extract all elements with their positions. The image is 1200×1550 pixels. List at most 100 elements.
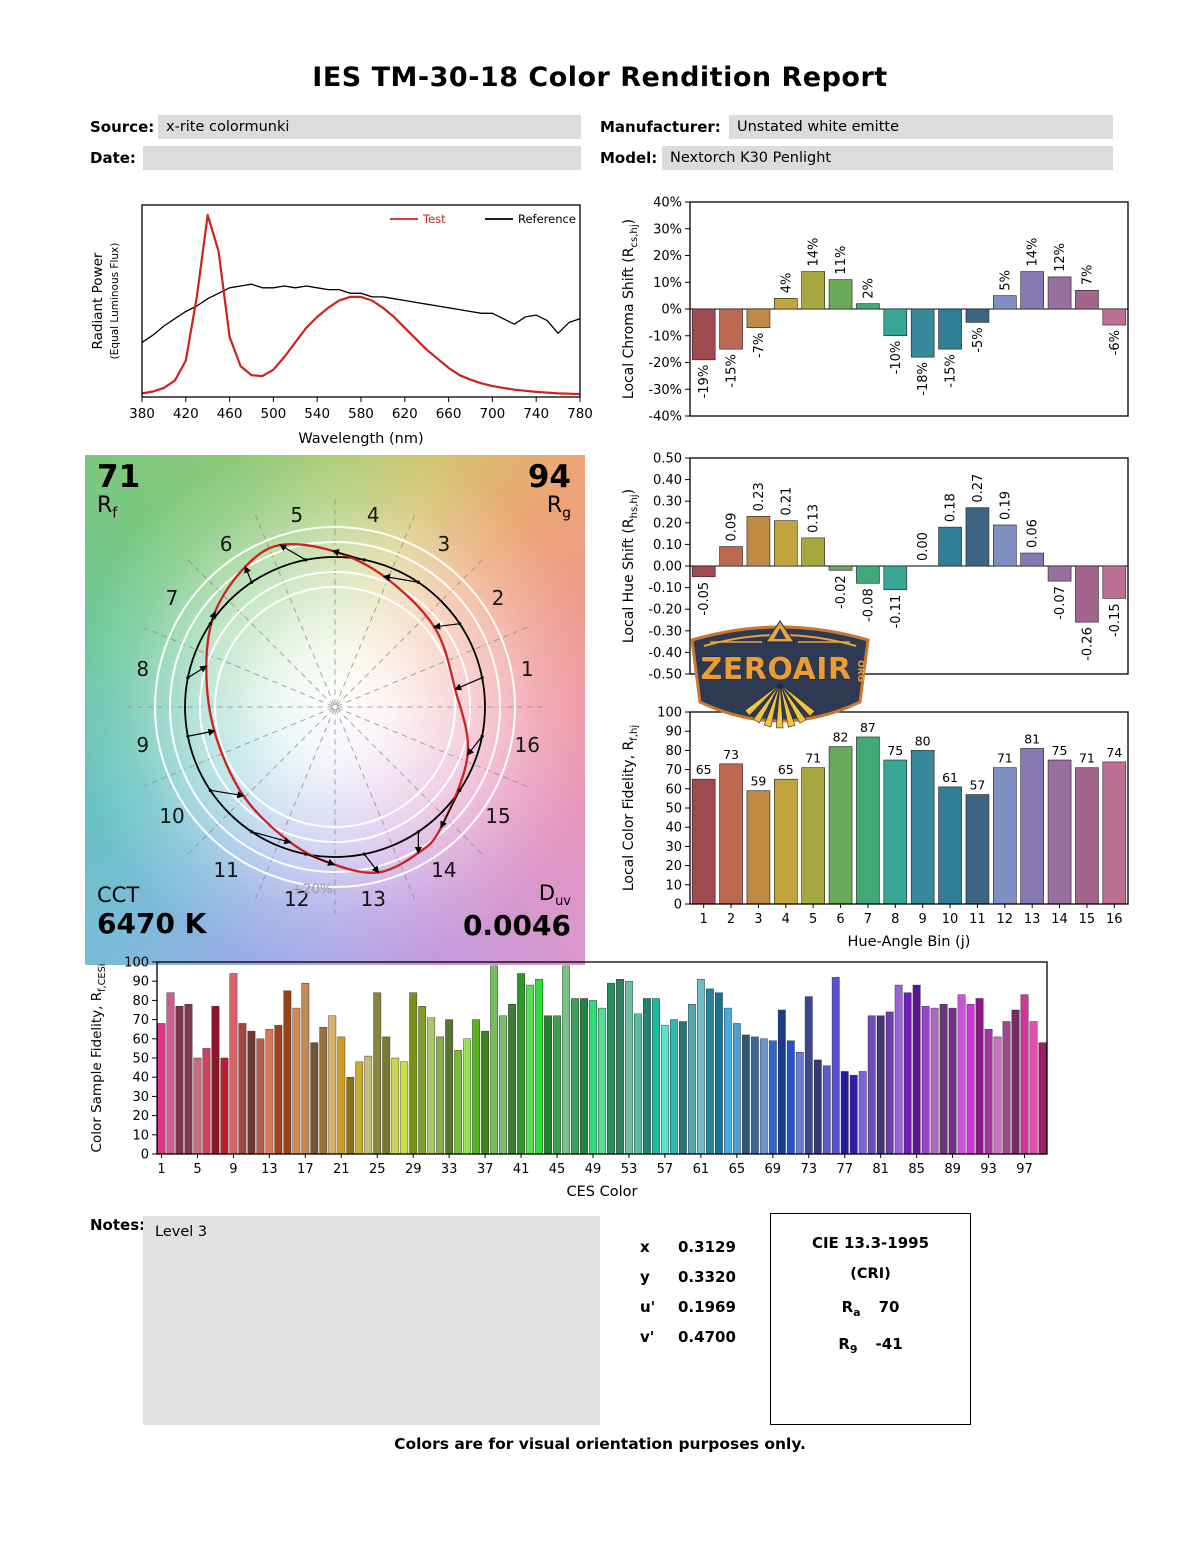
chromaticity-row-u: u' 0.1969 (640, 1298, 736, 1316)
svg-text:580: 580 (348, 406, 374, 422)
svg-text:10: 10 (159, 804, 184, 828)
model-value: Nextorch K30 Penlight (662, 146, 1113, 170)
cct-value: 6470 K (97, 907, 207, 940)
svg-text:-0.05: -0.05 (697, 582, 712, 616)
logo-sunburst-rays (744, 683, 816, 729)
ra-value: 70 (878, 1298, 900, 1316)
svg-text:9: 9 (919, 912, 927, 927)
svg-text:87: 87 (860, 720, 876, 735)
svg-text:37: 37 (477, 1162, 494, 1177)
svg-text:71: 71 (1079, 751, 1095, 766)
svg-text:2: 2 (727, 912, 735, 927)
svg-text:-0.30: -0.30 (648, 624, 682, 639)
rf-score: 71 Rf (97, 461, 140, 521)
source-value: x-rite colormunki (158, 115, 581, 139)
svg-text:8: 8 (891, 912, 899, 927)
svg-text:20: 20 (132, 1109, 149, 1124)
svg-text:0.06: 0.06 (1026, 519, 1041, 548)
svg-text:460: 460 (217, 406, 243, 422)
svg-text:-0.50: -0.50 (648, 668, 682, 683)
chromaticity-row-y: y 0.3320 (640, 1268, 736, 1286)
svg-text:Test: Test (422, 212, 446, 226)
svg-text:3: 3 (438, 532, 451, 556)
r9-label: R9 (838, 1335, 858, 1356)
svg-text:60: 60 (132, 1032, 149, 1047)
svg-text:0.27: 0.27 (971, 474, 986, 503)
cri-box: CIE 13.3-1995 (CRI) Ra 70 R9 -41 (770, 1213, 971, 1425)
svg-text:12: 12 (284, 887, 309, 911)
duv-value: 0.0046 (462, 909, 571, 943)
svg-text:10: 10 (132, 1128, 149, 1143)
svg-text:17: 17 (297, 1162, 314, 1177)
svg-text:Local Chroma Shift (Rcs,hj): Local Chroma Shift (Rcs,hj) (621, 219, 640, 399)
svg-text:97: 97 (1016, 1162, 1033, 1177)
svg-text:0: 0 (141, 1148, 149, 1163)
svg-text:8: 8 (136, 657, 149, 681)
svg-text:11%: 11% (834, 246, 849, 275)
svg-text:5: 5 (193, 1162, 201, 1177)
svg-text:82: 82 (833, 730, 849, 745)
svg-text:14: 14 (431, 858, 456, 882)
svg-text:CES Color: CES Color (567, 1184, 638, 1200)
svg-text:Color Sample Fidelity, Rf,CESi: Color Sample Fidelity, Rf,CESi (89, 964, 108, 1153)
cct-label: CCT (97, 883, 140, 907)
svg-text:5%: 5% (998, 270, 1013, 291)
svg-text:12: 12 (997, 912, 1014, 927)
svg-text:0.40: 0.40 (653, 473, 682, 488)
model-label: Model: (600, 149, 658, 167)
svg-text:0.09: 0.09 (725, 513, 740, 542)
svg-text:20%: 20% (653, 249, 682, 264)
footer-disclaimer: Colors are for visual orientation purpos… (394, 1435, 806, 1453)
svg-text:50: 50 (132, 1052, 149, 1067)
svg-text:-0.10: -0.10 (648, 581, 682, 596)
svg-text:7: 7 (166, 586, 179, 610)
source-label: Source: (90, 118, 155, 136)
svg-text:80: 80 (915, 733, 931, 748)
svg-text:700: 700 (480, 406, 506, 422)
svg-text:500: 500 (261, 406, 287, 422)
duv-label: Duv (538, 881, 571, 910)
svg-text:75: 75 (887, 743, 903, 758)
svg-text:380: 380 (129, 406, 155, 422)
svg-text:53: 53 (621, 1162, 638, 1177)
svg-text:4: 4 (367, 503, 380, 527)
color-vector-graphic: 1 2 3 4 5 6 7 8 9 10 11 12 13 14 15 16 +20% 71 Rf 94 Rg … (85, 455, 585, 965)
svg-text:0.18: 0.18 (944, 493, 959, 522)
r9-value: -41 (875, 1335, 903, 1353)
svg-text:-18%: -18% (916, 362, 931, 396)
rg-score: 94 Rg (528, 461, 571, 521)
svg-text:45: 45 (549, 1162, 566, 1177)
logo-wordmark: ZEROAIR (700, 652, 851, 687)
svg-text:-40%: -40% (648, 410, 682, 425)
cri-r9-row: R9 -41 (771, 1335, 970, 1356)
chromaticity-row-x: x 0.3129 (640, 1238, 736, 1256)
svg-text:33: 33 (441, 1162, 458, 1177)
svg-text:-0.11: -0.11 (889, 595, 904, 629)
svg-text:6: 6 (220, 532, 233, 556)
svg-text:9: 9 (136, 733, 149, 757)
svg-text:10: 10 (665, 878, 682, 893)
zeroair-logo-badge: ZEROAIR ORG (690, 620, 870, 729)
svg-text:5: 5 (290, 503, 303, 527)
svg-text:4: 4 (782, 912, 790, 927)
svg-text:0.30: 0.30 (653, 495, 682, 510)
svg-text:11: 11 (969, 912, 986, 927)
svg-text:780: 780 (567, 406, 593, 422)
svg-text:0.21: 0.21 (779, 487, 794, 516)
svg-text:-5%: -5% (971, 327, 986, 352)
svg-text:49: 49 (585, 1162, 602, 1177)
svg-text:80: 80 (132, 994, 149, 1009)
svg-text:89: 89 (944, 1162, 961, 1177)
svg-text:-0.26: -0.26 (1080, 627, 1095, 661)
svg-text:(Equal Luminous Flux): (Equal Luminous Flux) (109, 243, 121, 360)
svg-text:0.10: 0.10 (653, 538, 682, 553)
manufacturer-value: Unstated white emitte (729, 115, 1113, 139)
notes-value: Level 3 (155, 1224, 208, 1240)
date-value (143, 146, 581, 170)
svg-text:40%: 40% (653, 196, 682, 211)
svg-text:-30%: -30% (648, 383, 682, 398)
svg-text:10%: 10% (653, 276, 682, 291)
svg-text:9: 9 (229, 1162, 237, 1177)
notes-box: Level 3 (143, 1216, 600, 1425)
svg-text:71: 71 (997, 751, 1013, 766)
